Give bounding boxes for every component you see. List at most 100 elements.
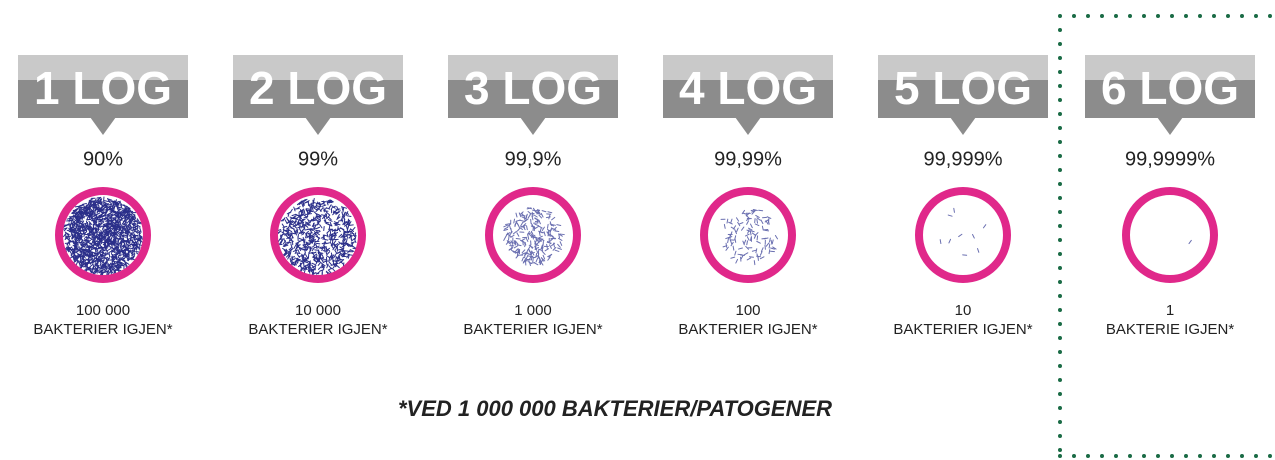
bacterium bbox=[514, 219, 515, 223]
bacterium bbox=[522, 250, 525, 253]
bacterium bbox=[90, 269, 91, 273]
banner-pointer bbox=[735, 117, 761, 135]
log-item: 1 LOG90%100 000BAKTERIER IGJEN* bbox=[18, 55, 188, 338]
bacterium bbox=[547, 224, 548, 228]
bacterium bbox=[350, 233, 354, 234]
count: 10 000 bbox=[295, 302, 341, 319]
bacterium bbox=[728, 239, 729, 243]
bacterium bbox=[309, 205, 310, 209]
bacterium bbox=[324, 211, 328, 212]
bacterium bbox=[534, 215, 537, 217]
bacterium bbox=[954, 208, 955, 212]
bacterium bbox=[504, 237, 506, 241]
bacterium bbox=[136, 252, 140, 253]
bacterium bbox=[352, 227, 355, 230]
bacterium bbox=[94, 272, 98, 273]
bacterium bbox=[112, 264, 113, 268]
bacterium bbox=[513, 231, 516, 234]
bacterium bbox=[760, 257, 764, 259]
bacterium bbox=[731, 219, 732, 223]
bacterium bbox=[123, 253, 127, 254]
bacterium bbox=[744, 240, 746, 244]
bacterium bbox=[314, 225, 318, 226]
bacterium bbox=[70, 251, 72, 254]
bacterium bbox=[521, 215, 525, 216]
bacterium bbox=[752, 250, 756, 251]
bacterium bbox=[324, 239, 328, 240]
bacterium bbox=[760, 252, 762, 256]
banner-pointer bbox=[305, 117, 331, 135]
percent: 90% bbox=[83, 148, 123, 170]
bacterium bbox=[1189, 240, 1191, 243]
bacterium bbox=[973, 234, 975, 238]
percent: 99,9% bbox=[505, 148, 562, 170]
bacterium bbox=[304, 210, 305, 214]
bacterium bbox=[119, 250, 123, 251]
bacterium bbox=[539, 261, 540, 265]
bacterium bbox=[331, 237, 332, 241]
bacterium bbox=[739, 223, 743, 224]
log-label: 3 LOG bbox=[464, 62, 602, 114]
bacterium bbox=[528, 235, 529, 239]
dish bbox=[919, 191, 1007, 279]
bacterium bbox=[324, 248, 325, 252]
bacterium bbox=[517, 252, 518, 256]
bacterium bbox=[299, 238, 303, 240]
bacterium bbox=[315, 231, 316, 235]
bacterium bbox=[137, 226, 138, 230]
unit: BAKTERIER IGJEN* bbox=[893, 321, 1032, 338]
bacterium bbox=[516, 213, 517, 217]
bacterium bbox=[983, 225, 985, 228]
bacterium bbox=[736, 259, 738, 263]
bacterium bbox=[537, 213, 541, 214]
bacterium bbox=[735, 251, 736, 255]
bacterium bbox=[744, 253, 747, 255]
bacterium bbox=[317, 206, 321, 207]
bacterium bbox=[292, 214, 296, 215]
bacterium bbox=[137, 220, 138, 224]
log-label: 1 LOG bbox=[34, 62, 172, 114]
bacterium bbox=[730, 240, 731, 244]
bacterium bbox=[304, 202, 308, 203]
bacterium bbox=[515, 223, 516, 227]
bacterium bbox=[327, 213, 330, 216]
bacterium bbox=[329, 205, 331, 208]
bacterium bbox=[111, 220, 112, 224]
bacterium bbox=[521, 239, 524, 241]
bacterium bbox=[506, 224, 510, 225]
bacterium bbox=[555, 250, 559, 251]
count: 100 000 bbox=[76, 302, 130, 319]
bacterium bbox=[335, 250, 337, 253]
bacterium bbox=[536, 212, 540, 213]
bacterium bbox=[978, 249, 979, 253]
bacterium bbox=[71, 222, 72, 226]
log-label: 6 LOG bbox=[1101, 62, 1239, 114]
bacterium bbox=[771, 240, 772, 244]
bacterium bbox=[558, 244, 561, 247]
bacterium bbox=[327, 252, 330, 255]
bacterium bbox=[320, 203, 321, 207]
bacterium bbox=[116, 218, 117, 222]
bacterium bbox=[292, 256, 293, 260]
bacterium bbox=[316, 227, 320, 229]
bacterium bbox=[319, 208, 321, 211]
bacterium bbox=[95, 241, 96, 245]
bacterium bbox=[327, 256, 330, 258]
bacterium bbox=[550, 222, 551, 226]
bacterium bbox=[542, 252, 545, 255]
bacterium bbox=[303, 253, 305, 257]
bacterium bbox=[757, 256, 761, 257]
bacterium bbox=[539, 215, 542, 218]
bacterium bbox=[747, 258, 751, 260]
bacterium bbox=[948, 215, 952, 216]
bacterium bbox=[737, 228, 739, 232]
bacterium bbox=[746, 234, 750, 236]
bacterium bbox=[325, 243, 329, 244]
bacterium bbox=[118, 214, 119, 218]
bacterium bbox=[516, 238, 520, 239]
bacterium bbox=[278, 238, 280, 241]
bacterium bbox=[312, 247, 314, 250]
log-item: 4 LOG99,99%100BAKTERIER IGJEN* bbox=[663, 55, 833, 338]
bacterium bbox=[67, 220, 71, 221]
bacterium bbox=[769, 250, 770, 254]
